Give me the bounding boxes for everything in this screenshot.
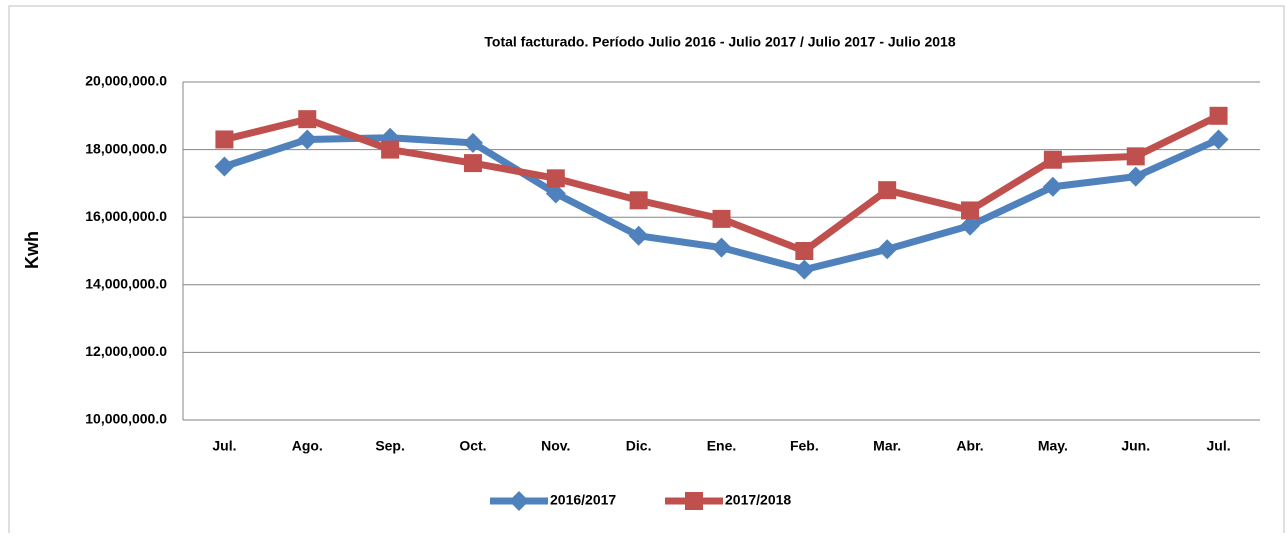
data-point — [297, 129, 318, 150]
data-point — [628, 225, 649, 246]
data-point — [1209, 106, 1228, 125]
data-point — [877, 239, 898, 260]
y-tick-label: 10,000,000.0 — [85, 411, 167, 427]
data-point — [298, 110, 317, 129]
data-point — [960, 215, 981, 236]
data-point — [463, 154, 482, 173]
data-point — [712, 209, 731, 228]
x-tick-label: Ene. — [707, 438, 737, 454]
x-tick-label: Jul. — [212, 438, 236, 454]
y-tick-label: 16,000,000.0 — [85, 208, 167, 224]
y-tick-label: 12,000,000.0 — [85, 343, 167, 359]
data-point — [961, 201, 980, 220]
legend-marker — [509, 491, 529, 511]
chart-title: Total facturado. Período Julio 2016 - Ju… — [484, 34, 955, 50]
data-point — [629, 191, 648, 210]
x-tick-label: Nov. — [541, 438, 570, 454]
data-point — [462, 132, 483, 153]
data-point — [878, 181, 897, 200]
data-point — [215, 130, 234, 149]
x-tick-label: Dic. — [626, 438, 652, 454]
x-tick-label: Abr. — [956, 438, 983, 454]
data-point — [1208, 129, 1229, 150]
x-tick-label: Jun. — [1121, 438, 1150, 454]
chart-border — [8, 5, 1285, 533]
data-point — [381, 140, 400, 159]
data-point — [711, 237, 732, 258]
y-tick-label: 20,000,000.0 — [85, 73, 167, 89]
data-point — [214, 156, 235, 177]
data-point — [1043, 150, 1062, 169]
x-tick-label: Feb. — [790, 438, 819, 454]
y-axis-label: Kwh — [22, 231, 42, 269]
x-tick-label: Jul. — [1207, 438, 1231, 454]
data-point — [1126, 147, 1145, 166]
legend-label: 2017/2018 — [725, 492, 791, 508]
legend-label: 2016/2017 — [550, 492, 616, 508]
x-tick-label: Sep. — [375, 438, 405, 454]
x-tick-label: Ago. — [292, 438, 323, 454]
data-point — [1125, 166, 1146, 187]
x-tick-label: Oct. — [459, 438, 486, 454]
data-point — [1042, 176, 1063, 197]
x-tick-label: Mar. — [873, 438, 901, 454]
x-tick-label: May. — [1038, 438, 1068, 454]
data-point — [795, 242, 814, 260]
data-point — [794, 259, 815, 280]
data-point — [545, 183, 566, 204]
legend-marker — [685, 492, 703, 510]
data-point — [546, 169, 565, 188]
y-tick-label: 18,000,000.0 — [85, 140, 167, 156]
y-tick-label: 14,000,000.0 — [85, 276, 167, 292]
